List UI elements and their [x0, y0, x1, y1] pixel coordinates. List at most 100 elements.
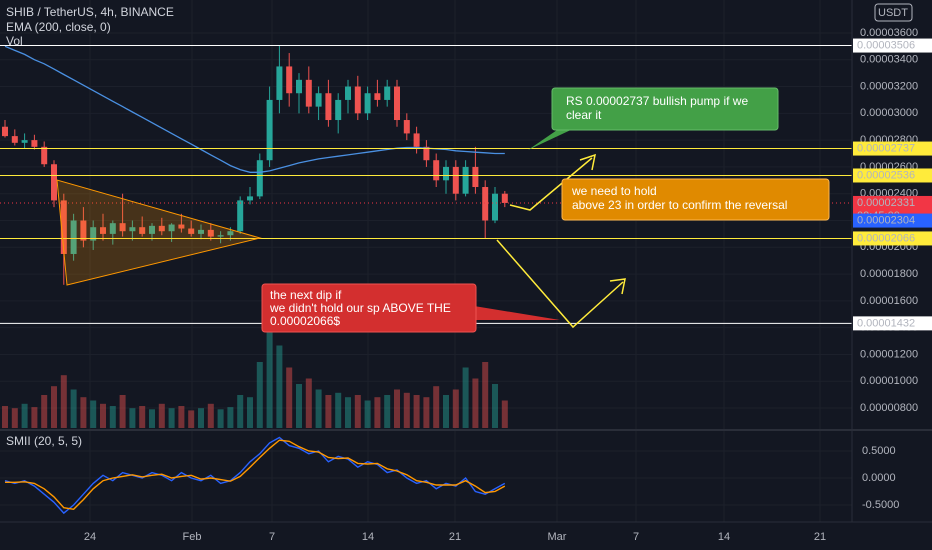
candle-body: [168, 224, 175, 232]
callout-text: clear it: [566, 108, 602, 122]
candle-body: [90, 227, 97, 241]
currency-label[interactable]: USDT: [878, 7, 908, 19]
volume-bar: [492, 384, 498, 428]
last-price-label: 0.00002331: [857, 197, 915, 209]
y-tick-label: 0.00001800: [860, 268, 918, 280]
volume-bar: [21, 403, 28, 428]
candle-body: [198, 229, 204, 234]
candle-body: [119, 223, 126, 232]
volume-bar: [364, 400, 371, 428]
volume-bar: [413, 395, 420, 428]
candle-body: [188, 228, 195, 234]
price-marker-label: 0.00002304: [857, 214, 915, 226]
candle-body: [70, 220, 77, 254]
x-tick-label: 21: [449, 531, 461, 543]
callout-box: [561, 178, 830, 221]
volume-bar: [11, 408, 18, 428]
arrow-head: [609, 278, 626, 295]
volume-bar: [100, 403, 106, 428]
y-tick-label: 0.00000800: [860, 402, 918, 414]
candle-body: [413, 133, 420, 147]
candle-body: [433, 160, 440, 181]
candle-body: [227, 231, 234, 236]
candle-body: [325, 93, 332, 121]
drawing-layer: RS 0.00002737 bullish pump if we clear i…: [0, 0, 932, 523]
volume-bar: [354, 395, 361, 428]
level-label: 0.00001432: [857, 317, 915, 329]
volume-bar: [345, 397, 351, 428]
y-tick-label: 0.00003600: [860, 27, 918, 39]
y-tick-label: 0.0000: [862, 472, 896, 484]
level-tag: [853, 38, 932, 53]
x-tick-label: Feb: [183, 531, 202, 543]
candle-body: [41, 146, 48, 165]
callout-box: [551, 87, 779, 131]
y-tick-label: -0.5000: [862, 499, 899, 511]
y-tick-label: 0.00003000: [860, 107, 918, 119]
level-tag: [853, 316, 932, 331]
y-tick-label: 0.00001000: [860, 375, 918, 387]
candle-body: [109, 223, 116, 234]
callout-box: [261, 283, 477, 333]
volume-bar: [178, 406, 185, 428]
volume-bar: [129, 408, 136, 428]
volume-bar: [198, 408, 204, 428]
level-tag: [853, 231, 932, 246]
volume-bar: [266, 323, 273, 428]
candle-body: [276, 66, 283, 100]
volume-bar: [207, 403, 214, 428]
volume-bar: [462, 367, 469, 428]
chart-title: SHIB / TetherUS, 4h, BINANCE: [6, 5, 174, 19]
volume-bar: [31, 407, 38, 428]
volume-bar: [433, 386, 440, 428]
candle-body: [217, 235, 224, 237]
candle-body: [492, 193, 498, 221]
chart-layer: [0, 45, 852, 515]
candle-body: [364, 93, 371, 114]
volume-bar: [296, 384, 302, 428]
callout-text: above 23 in order to confirm the reversa…: [572, 198, 787, 212]
x-tick-label: 14: [362, 531, 374, 543]
indicator-legend: Vol: [6, 34, 23, 48]
volume-bar: [403, 392, 410, 428]
level-label: 0.00002536: [857, 169, 915, 181]
volume-bar: [443, 395, 449, 428]
volume-bar: [237, 395, 244, 428]
candle-body: [149, 225, 155, 234]
candle-body: [178, 224, 185, 229]
volume-bar: [276, 345, 283, 428]
candle-body: [423, 146, 430, 161]
volume-bar: [335, 392, 342, 428]
candle-body: [256, 160, 263, 197]
volume-bar: [256, 362, 263, 428]
arrow-up-path: [509, 157, 593, 211]
candle-body: [266, 99, 273, 161]
currency-button[interactable]: [874, 3, 913, 22]
candle-body: [443, 166, 449, 181]
x-tick-label: 7: [633, 531, 639, 543]
volume-bar: [227, 407, 234, 428]
candle-body: [452, 166, 459, 194]
price-marker-tag: [853, 213, 932, 228]
level-label: 0.00002066: [857, 232, 915, 244]
arrow-head: [579, 153, 596, 171]
smii-line: [5, 439, 506, 511]
volume-bar: [501, 400, 508, 428]
level-tag: [853, 141, 932, 156]
candle-body: [354, 86, 361, 114]
candle-body: [80, 220, 87, 241]
candle-body: [403, 120, 410, 134]
candle-body: [374, 93, 381, 100]
candle-body: [51, 164, 57, 201]
candle-body: [11, 136, 18, 143]
volume-bar: [149, 409, 155, 428]
callout-text: 0.00002066$: [270, 314, 340, 328]
volume-bar: [41, 395, 48, 428]
candle-body: [31, 140, 38, 147]
indicator-legend: EMA (200, close, 0): [6, 20, 111, 34]
y-tick-label: 0.00001600: [860, 295, 918, 307]
candle-body: [207, 229, 214, 237]
